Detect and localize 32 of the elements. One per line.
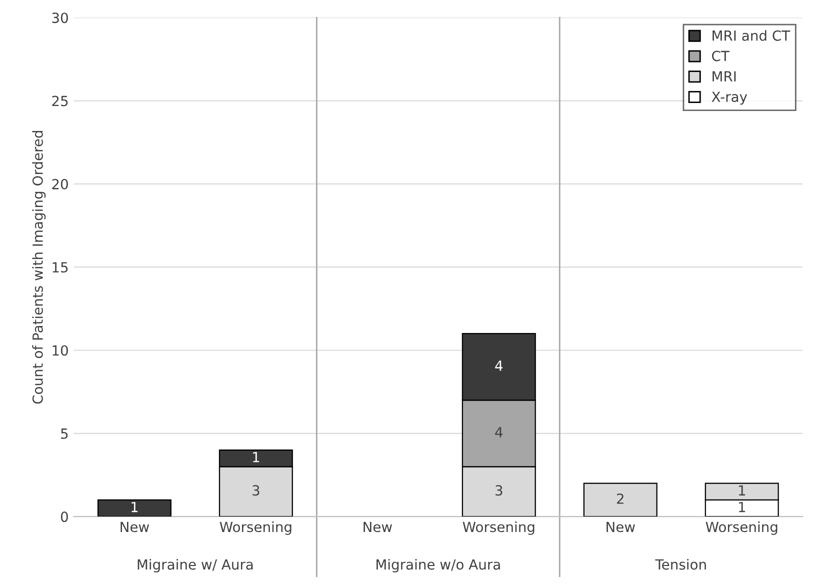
data-label: 3 [252,485,260,496]
legend-label: CT [712,50,730,62]
data-label: 1 [738,485,746,496]
y-tick-label: 25 [52,96,68,106]
data-label: 1 [253,452,260,462]
x-tick-label: New [120,522,150,532]
y-tick-label: 15 [52,262,68,273]
y-axis-title: Count of Patients with Imaging Ordered [32,130,46,404]
text: Migraine w/ Aura [138,558,253,572]
data-label: 4 [495,360,503,371]
x-tick-label: New [606,522,635,532]
text: Tension [655,558,706,570]
data-label: 1 [132,502,138,512]
y-tick-label: 10 [52,345,68,356]
data-label: 2 [616,493,624,504]
legend-label: MRI and CT [712,30,790,41]
y-tick-label: 30 [52,12,68,24]
bar [583,482,658,517]
x-tick-label: Worsening [706,521,778,535]
x-tick-label: Worsening [462,521,534,535]
legend-label: X-ray [712,92,748,105]
data-label: 4 [495,427,503,438]
y-tick-label: 20 [52,178,68,190]
data-label: 1 [738,502,746,512]
x-tick-label: New [364,522,392,532]
y-tick-label: 5 [61,428,68,439]
x-tick-label: Worsening [220,521,292,535]
bar [97,499,172,517]
text: Migraine w/o Aura [376,558,500,572]
legend-label: MRI [712,71,736,82]
y-tick-label: 0 [60,512,68,522]
data-label: 3 [496,485,502,496]
